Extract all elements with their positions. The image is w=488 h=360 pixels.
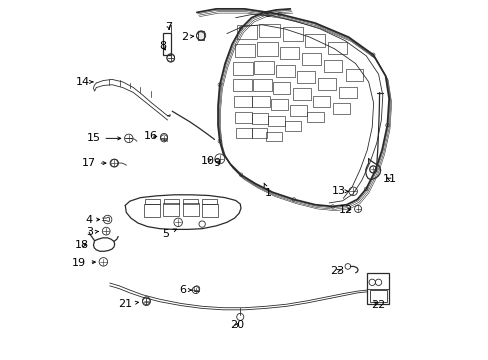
Bar	[257, 42, 277, 56]
Bar	[338, 87, 356, 98]
Text: 6: 6	[179, 285, 191, 295]
Text: 14: 14	[76, 77, 93, 87]
Bar	[233, 96, 251, 107]
Text: 10: 10	[200, 156, 214, 166]
Bar	[270, 99, 287, 110]
Bar	[306, 112, 323, 122]
Bar	[266, 132, 281, 141]
Bar	[251, 129, 267, 138]
Bar	[143, 204, 160, 217]
Text: 12: 12	[338, 205, 352, 215]
Bar	[369, 291, 386, 302]
Bar	[183, 203, 198, 216]
Bar	[164, 199, 179, 204]
Bar	[235, 128, 251, 138]
Bar	[259, 24, 279, 37]
Bar	[163, 203, 179, 216]
Bar	[145, 199, 160, 204]
Text: 4: 4	[85, 215, 100, 225]
Text: 16: 16	[143, 131, 158, 141]
Text: 21: 21	[118, 299, 138, 309]
Bar	[317, 78, 336, 90]
Bar	[275, 65, 294, 77]
Bar	[366, 273, 388, 304]
Text: 2: 2	[181, 32, 193, 42]
Bar	[272, 82, 290, 94]
Bar	[202, 199, 217, 204]
Bar	[251, 113, 268, 123]
Bar	[234, 112, 251, 123]
Text: 19: 19	[72, 258, 95, 268]
Bar	[252, 96, 269, 107]
Bar	[233, 79, 251, 91]
Text: 1: 1	[264, 183, 271, 198]
Bar	[279, 47, 299, 59]
Bar	[305, 34, 324, 47]
Bar	[234, 44, 255, 57]
Text: 9: 9	[213, 158, 220, 168]
Text: 23: 23	[329, 266, 343, 276]
Bar	[285, 121, 300, 131]
Bar	[301, 53, 321, 66]
Text: 8: 8	[159, 41, 166, 51]
Bar	[289, 105, 306, 116]
Bar	[323, 60, 342, 72]
Bar	[253, 79, 271, 91]
Bar	[346, 69, 362, 81]
Text: 7: 7	[165, 22, 172, 32]
Bar	[332, 103, 349, 114]
Bar	[233, 62, 252, 75]
Bar	[328, 42, 346, 54]
Bar	[282, 27, 303, 41]
Text: 17: 17	[81, 158, 106, 168]
Bar	[268, 116, 284, 126]
Bar	[296, 71, 314, 83]
Text: 13: 13	[331, 186, 348, 196]
Bar	[202, 204, 218, 217]
Bar	[198, 31, 204, 40]
Bar	[236, 26, 257, 39]
Bar	[254, 62, 273, 74]
Text: 11: 11	[382, 174, 396, 184]
Text: 20: 20	[229, 320, 244, 330]
Text: 3: 3	[85, 227, 98, 237]
Bar	[313, 96, 329, 107]
Text: 18: 18	[74, 240, 88, 250]
Bar	[163, 33, 170, 55]
Bar	[183, 199, 198, 204]
Text: 5: 5	[163, 229, 176, 239]
Text: 15: 15	[86, 133, 121, 143]
Text: 22: 22	[370, 300, 384, 310]
Bar	[293, 88, 310, 100]
